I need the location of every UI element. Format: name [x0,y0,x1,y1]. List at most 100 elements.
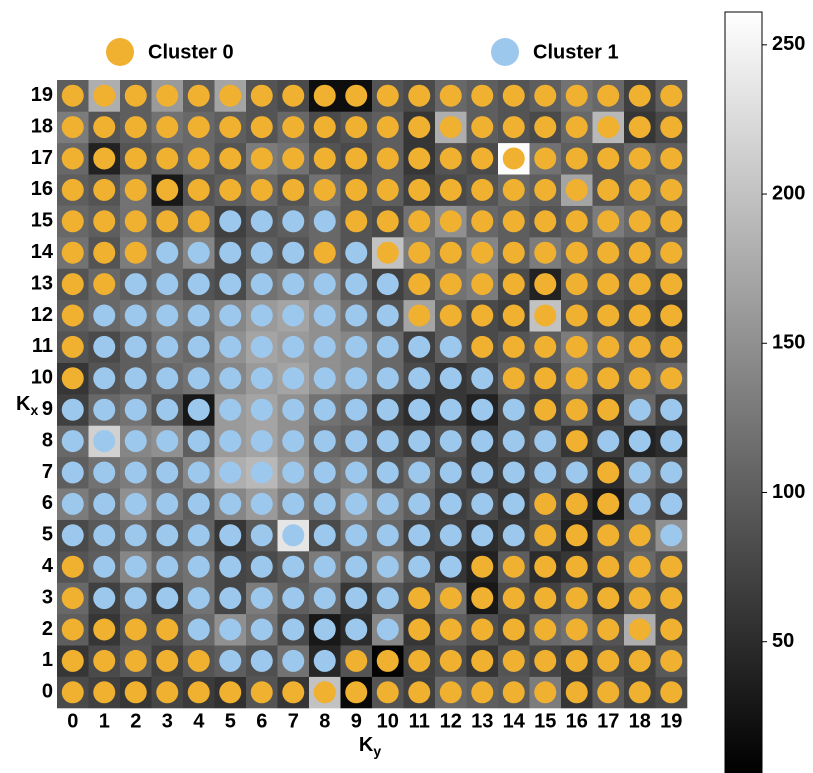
node-marker [314,681,336,703]
node-marker [408,148,430,170]
node-marker [62,524,84,546]
node-marker [534,587,556,609]
x-tick-label: 18 [629,710,651,732]
node-marker [156,493,178,515]
node-marker [660,524,682,546]
y-tick-label: 9 [42,398,53,420]
legend-marker [106,38,134,66]
node-marker [440,650,462,672]
node-marker [125,430,147,452]
node-marker [566,430,588,452]
node-marker [314,116,336,138]
node-marker [440,242,462,264]
node-marker [156,399,178,421]
node-marker [534,367,556,389]
node-marker [440,587,462,609]
node-marker [219,336,241,358]
node-marker [471,462,493,484]
node-marker [314,179,336,201]
node-marker [534,556,556,578]
node-marker [282,85,304,107]
node-marker [125,556,147,578]
node-marker [566,587,588,609]
node-marker [440,336,462,358]
node-marker [314,336,336,358]
node-marker [156,273,178,295]
node-marker [93,493,115,515]
node-marker [440,493,462,515]
node-marker [566,148,588,170]
node-marker [188,179,210,201]
colorbar-tick-label: 100 [772,481,805,503]
node-marker [93,148,115,170]
node-marker [314,619,336,641]
x-tick-label: 14 [503,710,526,732]
node-marker [188,367,210,389]
node-marker [534,399,556,421]
node-marker [471,681,493,703]
node-marker [62,210,84,232]
y-tick-label: 19 [31,84,53,106]
node-marker [282,305,304,327]
node-marker [471,493,493,515]
node-marker [408,179,430,201]
node-marker [660,210,682,232]
node-marker [188,116,210,138]
node-marker [471,399,493,421]
node-marker [629,210,651,232]
node-marker [219,493,241,515]
node-marker [125,493,147,515]
node-marker [314,210,336,232]
node-marker [597,650,619,672]
node-marker [471,179,493,201]
node-marker [219,430,241,452]
node-marker [62,273,84,295]
node-marker [62,619,84,641]
node-marker [440,116,462,138]
node-marker [125,116,147,138]
node-marker [597,367,619,389]
node-marker [660,116,682,138]
node-marker [93,116,115,138]
node-marker [188,587,210,609]
node-marker [660,367,682,389]
node-marker [471,650,493,672]
node-marker [377,556,399,578]
node-marker [345,430,367,452]
node-marker [534,650,556,672]
legend-marker [491,38,519,66]
node-marker [345,650,367,672]
x-tick-label: 16 [566,710,588,732]
node-marker [408,619,430,641]
colorbar-tick-label: 50 [772,630,794,652]
x-axis-label: Ky [359,734,381,758]
node-marker [188,399,210,421]
y-tick-label: 17 [31,147,53,169]
node-marker [377,587,399,609]
node-marker [314,493,336,515]
node-marker [534,462,556,484]
y-tick-label: 5 [42,524,53,546]
node-marker [629,524,651,546]
node-marker [314,148,336,170]
node-marker [156,85,178,107]
node-marker [251,493,273,515]
node-marker [156,430,178,452]
node-marker [345,681,367,703]
node-marker [219,179,241,201]
x-tick-label: 10 [377,710,399,732]
node-marker [282,116,304,138]
node-marker [503,85,525,107]
node-marker [345,493,367,515]
node-marker [219,210,241,232]
node-marker [534,524,556,546]
node-marker [629,430,651,452]
node-marker [345,524,367,546]
y-tick-label: 13 [31,272,53,294]
x-tick-label: 3 [162,710,173,732]
node-marker [93,619,115,641]
node-marker [503,556,525,578]
node-marker [156,179,178,201]
node-marker [156,587,178,609]
y-tick-label: 2 [42,618,53,640]
